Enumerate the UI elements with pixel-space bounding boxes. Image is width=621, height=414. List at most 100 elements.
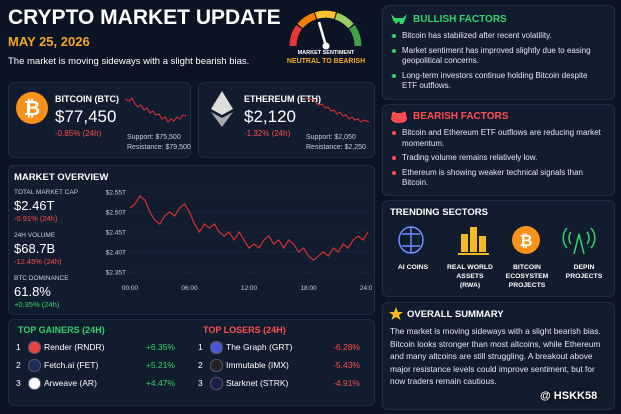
coin-name: Render (RNDR) <box>44 342 105 352</box>
sector-label: BITCOIN ECOSYSTEM PROJECTS <box>505 264 549 289</box>
gainers-title: TOP GAINERS (24H) <box>18 325 105 335</box>
summary-title: OVERALL SUMMARY <box>407 309 504 320</box>
bullet-item: Market sentiment has improved slightly d… <box>392 46 602 67</box>
bullet <box>392 156 396 160</box>
btc-icon: ₿ <box>16 92 48 124</box>
coin-support: Support: $2,050 <box>306 134 356 141</box>
coin-name: Starknet (STRK) <box>226 378 289 388</box>
bear-icon <box>391 111 407 123</box>
rank: 2 <box>16 360 21 370</box>
x-tick-label: 24:00 <box>360 285 372 292</box>
y-tick-label: $2.45T <box>106 230 126 237</box>
coin-change: -1.32% (24h) <box>244 129 291 138</box>
coin-change: +4.47% <box>145 378 175 388</box>
coin-name: ETHEREUM (ETH) <box>244 94 321 104</box>
bullet-item: Bitcoin and Ethereum ETF outflows are re… <box>392 128 602 149</box>
eth-card <box>198 82 375 158</box>
coin-change: -4.91% <box>333 378 360 388</box>
bullet-item: Ethereum is showing weaker technical sig… <box>392 168 602 189</box>
coin-support: Support: $75,500 <box>127 134 181 141</box>
coin-name: BITCOIN (BTC) <box>55 94 119 104</box>
coin-change: -6.28% <box>333 342 360 352</box>
stat-change: -0.91% (24h) <box>14 214 58 223</box>
x-tick-label: 12:00 <box>241 285 258 292</box>
svg-text:₿: ₿ <box>24 98 40 120</box>
market-cap-chart: $2.35T $2.40T $2.45T $2.50T $2.55T 00:00 06:00… <box>106 190 372 293</box>
y-tick-label: $2.50T <box>106 210 126 217</box>
x-tick-label: 18:00 <box>300 285 317 292</box>
coin-name: Immutable (IMX) <box>226 360 289 370</box>
market-overview-panel <box>8 165 375 315</box>
rank: 1 <box>16 342 21 352</box>
date: MAY 25, 2026 <box>8 34 90 49</box>
coin-icon <box>28 359 41 372</box>
x-tick-label: 06:00 <box>181 285 198 292</box>
y-tick-label: $2.40T <box>106 250 126 257</box>
summary-panel <box>382 302 615 410</box>
price-line <box>129 195 369 261</box>
coin-resistance: Resistance: $79,500 <box>127 144 191 151</box>
panel-title: MARKET OVERVIEW <box>14 172 109 183</box>
coin-icon <box>210 359 223 372</box>
star-icon <box>389 307 403 320</box>
coin-icon <box>210 377 223 390</box>
rank: 2 <box>198 360 203 370</box>
bearish-title: BEARISH FACTORS <box>413 111 509 122</box>
bull-icon <box>391 14 407 24</box>
sentiment-label: MARKET SENTIMENT <box>297 50 355 56</box>
movers-panel <box>8 319 375 406</box>
stat-label: BTC DOMINANCE <box>14 275 69 282</box>
losers-title: TOP LOSERS (24H) <box>203 325 286 335</box>
coin-change: -0.85% (24h) <box>55 129 102 138</box>
coin-name: Fetch.ai (FET) <box>44 360 99 370</box>
stat-change: +0.35% (24h) <box>14 300 60 309</box>
bullet <box>392 73 396 78</box>
y-tick-label: $2.35T <box>106 270 126 277</box>
stat-value: $2.46T <box>14 198 55 213</box>
bullet-item: Long-term investors continue holding Bit… <box>392 71 602 92</box>
bearish-list: Bitcoin and Ethereum ETF outflows are re… <box>392 128 602 193</box>
coin-resistance: Resistance: $2,250 <box>306 144 366 151</box>
bullish-title: BULLISH FACTORS <box>413 14 507 25</box>
stat-label: TOTAL MARKET CAP <box>14 189 79 196</box>
bullet <box>392 170 396 175</box>
sector-label: AI COINS <box>397 264 429 271</box>
gauge <box>289 10 362 50</box>
bullish-list: Bitcoin has stabilized after recent vola… <box>392 31 602 96</box>
coin-icon <box>28 377 41 390</box>
stat-value: $68.7B <box>14 241 56 256</box>
coin-name: The Graph (GRT) <box>226 342 293 352</box>
bullish-panel <box>382 5 615 100</box>
subtitle: The market is moving sideways with a sli… <box>8 56 250 67</box>
svg-text:₿: ₿ <box>519 232 532 250</box>
stat-change: -12.45% (24h) <box>14 257 62 266</box>
trending-title: TRENDING SECTORS <box>390 207 489 218</box>
stat-label: 24H VOLUME <box>14 232 56 239</box>
bullet-item: Trading volume remains relatively low. <box>392 153 602 164</box>
watermark: @ HSKK58 <box>540 390 598 402</box>
sector-label: DEPIN PROJECTS <box>565 264 603 280</box>
coin-icon <box>28 341 41 354</box>
eth-sparkline <box>306 97 370 123</box>
coin-price: $77,450 <box>55 107 117 126</box>
eth-icon <box>211 91 233 127</box>
rank: 3 <box>16 378 21 388</box>
bullet <box>392 131 396 135</box>
title: CRYPTO MARKET UPDATE <box>8 6 281 29</box>
coin-price: $2,120 <box>244 107 296 126</box>
sector-icons: ₿ <box>398 226 596 255</box>
sector-label: REAL WORLD ASSETS (RWA) <box>447 264 493 289</box>
coin-change: +5.21% <box>145 360 175 370</box>
coin-icon <box>210 341 223 354</box>
coin-change: -5.43% <box>333 360 360 370</box>
bullet <box>392 34 396 38</box>
stat-value: 61.8% <box>14 284 51 299</box>
sentiment-value: NEUTRAL TO BEARISH <box>286 58 366 65</box>
coin-name: Arweave (AR) <box>44 378 97 388</box>
coin-change: +6.35% <box>145 342 175 352</box>
rank: 3 <box>198 378 203 388</box>
y-tick-label: $2.55T <box>106 190 126 197</box>
rank: 1 <box>198 342 203 352</box>
summary-text: The market is moving sideways with a sli… <box>390 326 601 387</box>
